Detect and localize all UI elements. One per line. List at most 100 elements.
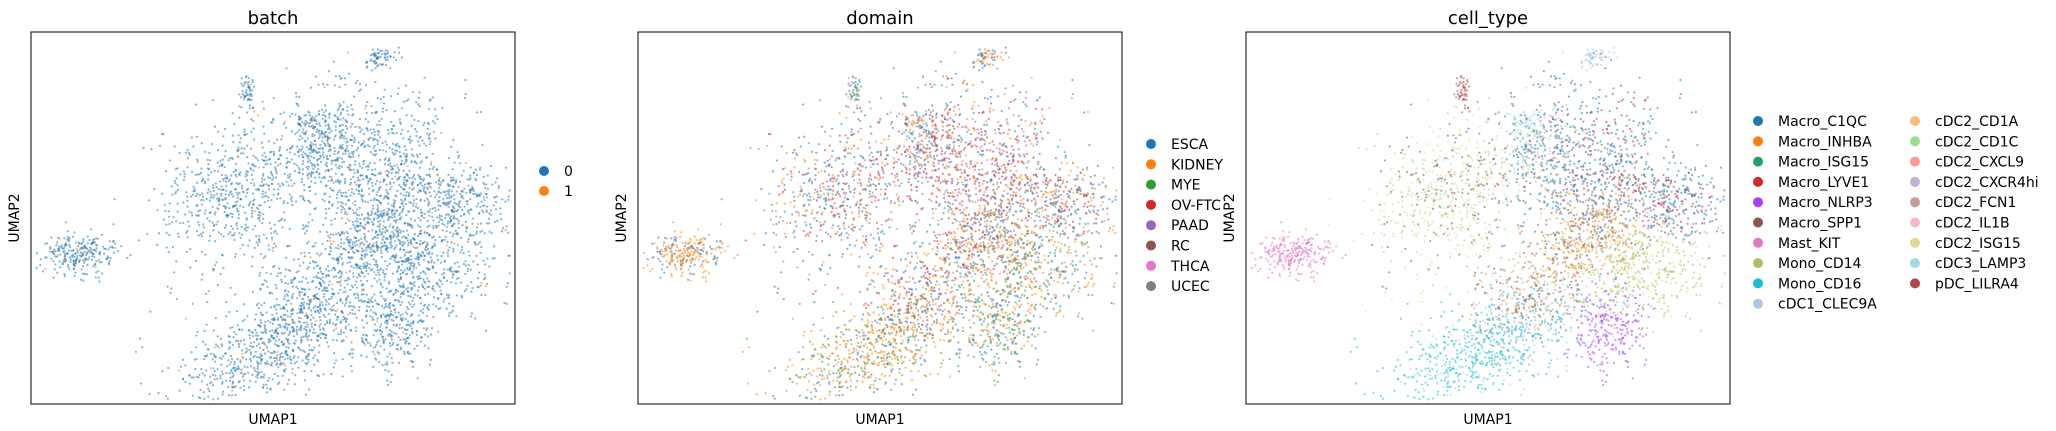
point <box>419 208 422 211</box>
point <box>213 346 216 349</box>
point <box>266 285 269 289</box>
point <box>248 94 251 97</box>
point <box>852 179 856 182</box>
point <box>340 238 343 241</box>
point <box>495 177 499 180</box>
point <box>420 215 423 218</box>
point <box>325 275 328 278</box>
point <box>248 348 251 351</box>
point <box>421 184 424 187</box>
point <box>304 232 307 235</box>
point <box>259 311 262 314</box>
point <box>474 241 477 245</box>
point <box>431 236 434 239</box>
point <box>201 273 204 276</box>
point <box>409 217 412 220</box>
point <box>297 154 301 158</box>
point <box>257 166 261 169</box>
point <box>374 81 377 84</box>
point <box>291 144 294 147</box>
point <box>500 218 503 221</box>
point <box>394 149 397 152</box>
point <box>318 298 321 301</box>
point <box>819 99 822 102</box>
point <box>255 313 258 316</box>
point <box>484 285 488 288</box>
point <box>50 257 53 260</box>
point <box>827 194 830 197</box>
point <box>346 279 349 282</box>
point <box>805 194 809 197</box>
point <box>306 137 309 140</box>
point <box>317 271 320 274</box>
point <box>844 213 848 216</box>
point <box>346 105 349 108</box>
point <box>222 390 225 393</box>
point <box>428 185 431 188</box>
point <box>192 185 195 188</box>
point <box>279 326 282 329</box>
point <box>432 266 435 270</box>
point <box>238 182 241 185</box>
point <box>80 247 83 250</box>
point <box>229 286 232 289</box>
point <box>279 272 282 275</box>
point <box>311 219 314 222</box>
point <box>236 227 239 230</box>
point <box>356 243 359 246</box>
point <box>340 242 343 245</box>
point <box>446 279 449 282</box>
point <box>278 267 281 270</box>
point <box>392 314 395 317</box>
point <box>274 229 277 232</box>
point <box>338 144 342 147</box>
point <box>385 213 388 216</box>
point <box>460 190 463 193</box>
point <box>902 200 905 203</box>
point <box>447 314 451 317</box>
point <box>332 329 335 332</box>
point <box>327 179 330 182</box>
point <box>884 164 887 167</box>
point <box>380 242 383 245</box>
point <box>285 166 288 169</box>
point <box>271 238 274 241</box>
point <box>296 145 299 148</box>
point <box>431 287 434 290</box>
point <box>371 168 374 171</box>
point <box>392 209 395 212</box>
point <box>476 202 480 205</box>
point <box>288 193 291 196</box>
point <box>403 178 406 181</box>
point <box>324 104 327 107</box>
point <box>924 137 928 140</box>
point <box>307 326 310 329</box>
point <box>109 246 112 249</box>
point <box>281 374 284 377</box>
point <box>792 250 795 253</box>
point <box>255 304 258 307</box>
point <box>283 200 286 203</box>
point <box>225 365 229 368</box>
point <box>363 266 366 269</box>
point <box>488 230 491 233</box>
point <box>413 281 416 284</box>
point <box>257 334 260 337</box>
point <box>260 177 264 180</box>
point <box>63 243 66 246</box>
point <box>377 172 380 175</box>
point <box>378 269 381 272</box>
point <box>366 177 369 180</box>
point <box>269 356 272 359</box>
point <box>328 280 331 283</box>
point <box>256 365 259 368</box>
point <box>239 137 242 140</box>
point <box>262 256 265 259</box>
point <box>904 166 907 169</box>
point <box>450 190 453 193</box>
point <box>426 127 429 130</box>
point <box>340 257 344 260</box>
point <box>385 109 388 112</box>
point <box>803 192 806 195</box>
point <box>216 345 219 348</box>
